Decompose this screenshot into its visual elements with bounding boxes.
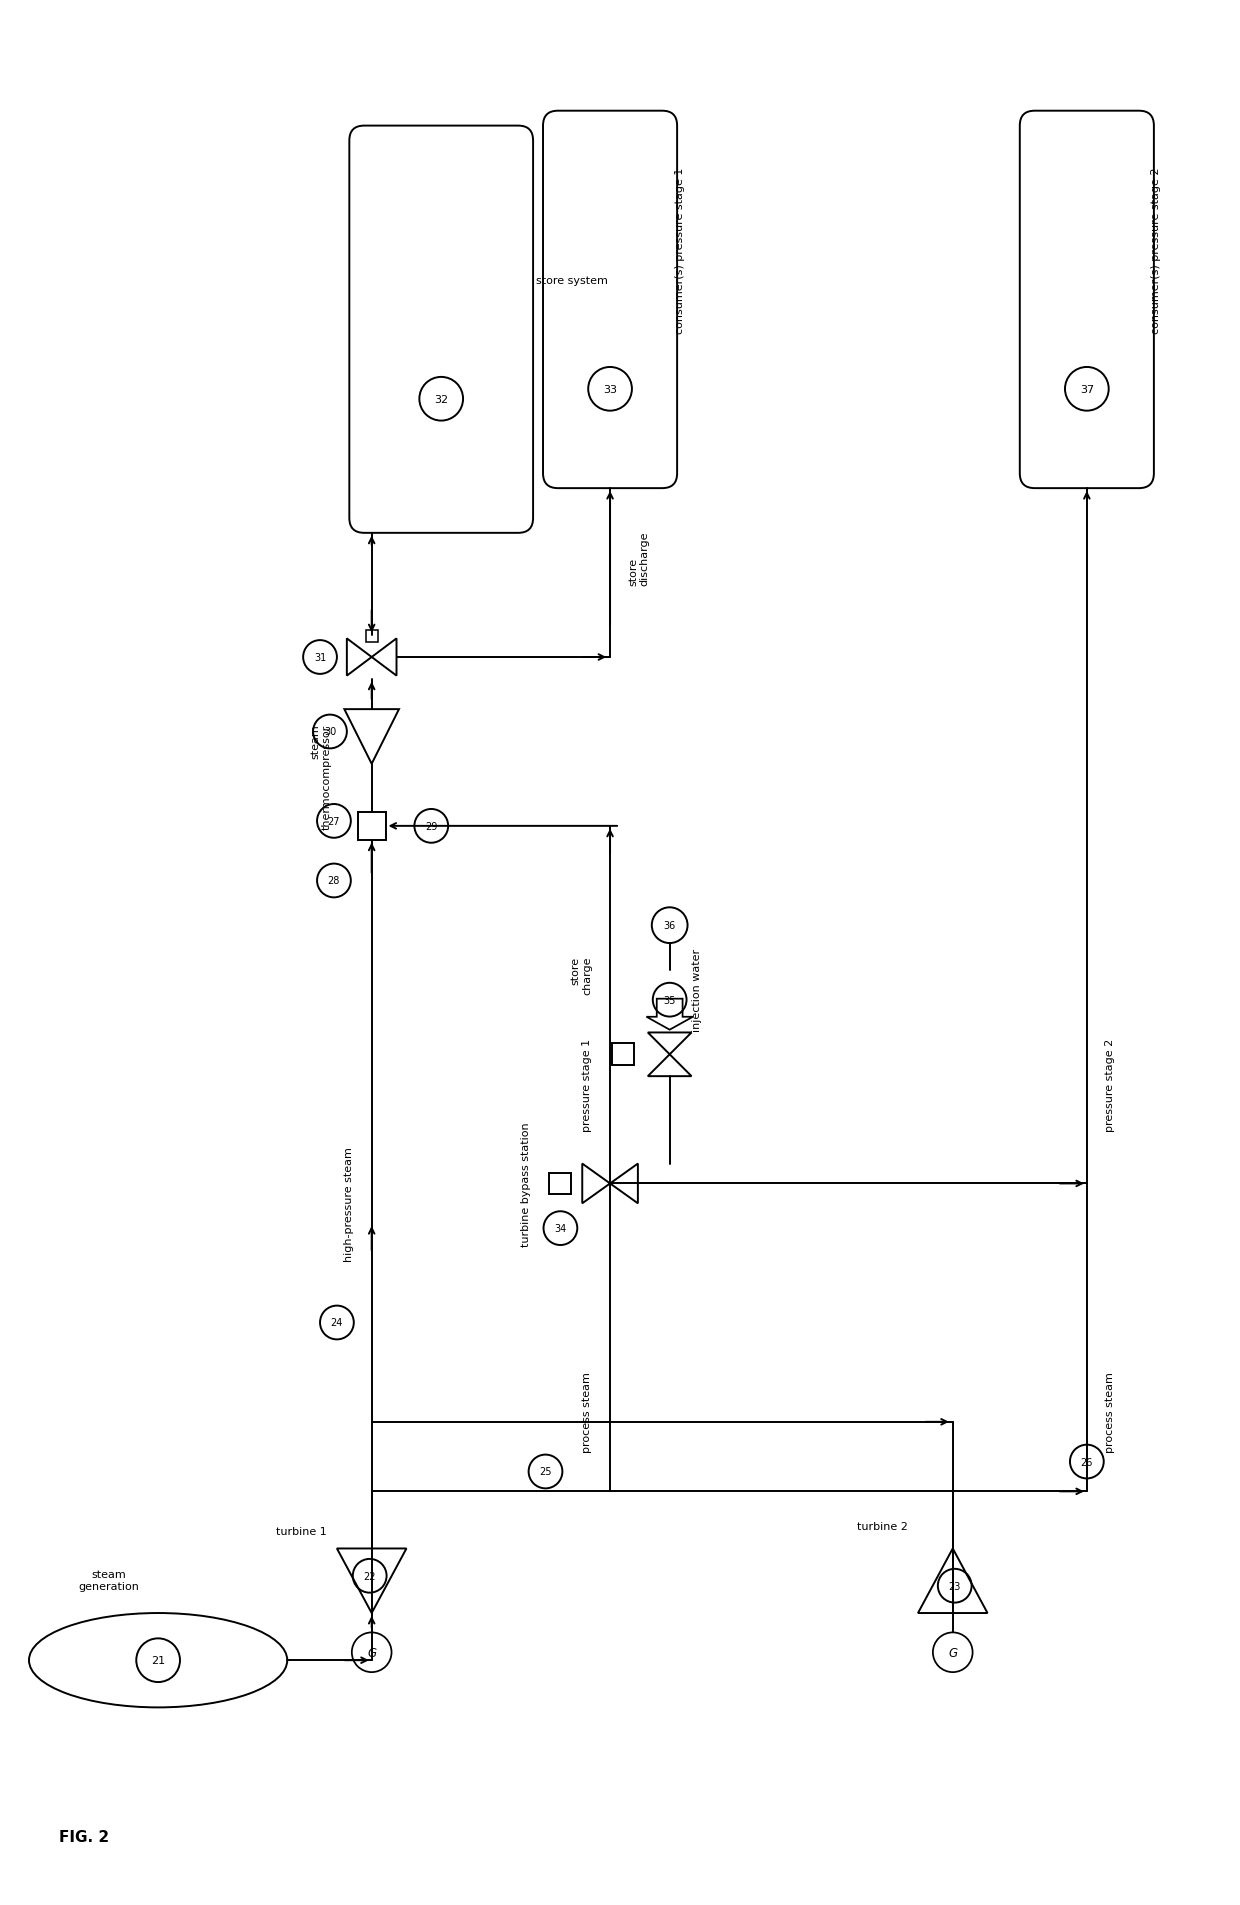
Bar xyxy=(613,1044,634,1065)
Text: 34: 34 xyxy=(554,1223,567,1233)
Text: turbine 1: turbine 1 xyxy=(277,1526,327,1535)
Polygon shape xyxy=(646,998,693,1031)
Text: injection water: injection water xyxy=(692,949,702,1033)
Text: consumer(s) pressure stage 1: consumer(s) pressure stage 1 xyxy=(675,168,684,333)
Text: 23: 23 xyxy=(949,1581,961,1591)
Text: 31: 31 xyxy=(314,653,326,663)
Text: 28: 28 xyxy=(327,876,340,886)
Text: G: G xyxy=(367,1646,376,1659)
Text: store
discharge: store discharge xyxy=(627,531,650,585)
Text: 35: 35 xyxy=(663,994,676,1006)
Text: store
charge: store charge xyxy=(570,956,593,994)
Text: turbine 2: turbine 2 xyxy=(857,1522,908,1532)
Text: FIG. 2: FIG. 2 xyxy=(58,1829,109,1844)
Bar xyxy=(366,631,378,642)
Text: 30: 30 xyxy=(324,728,336,737)
Text: turbine bypass station: turbine bypass station xyxy=(521,1122,531,1246)
Text: G: G xyxy=(949,1646,957,1659)
Text: 26: 26 xyxy=(1080,1457,1092,1467)
Text: store system: store system xyxy=(536,276,608,286)
Text: steam
generation: steam generation xyxy=(78,1570,139,1591)
Text: 24: 24 xyxy=(331,1318,343,1328)
Text: 37: 37 xyxy=(1080,385,1094,394)
Text: pressure stage 1: pressure stage 1 xyxy=(583,1038,593,1132)
Text: pressure stage 2: pressure stage 2 xyxy=(1105,1038,1115,1132)
Bar xyxy=(549,1173,572,1194)
Text: 36: 36 xyxy=(663,920,676,932)
Bar xyxy=(358,813,386,840)
Text: steam
thermocompressor: steam thermocompressor xyxy=(310,724,332,829)
Text: 22: 22 xyxy=(363,1572,376,1581)
Text: 29: 29 xyxy=(425,821,438,831)
Text: consumer(s) pressure stage 2: consumer(s) pressure stage 2 xyxy=(1152,168,1162,333)
Text: 33: 33 xyxy=(603,385,618,394)
Text: 21: 21 xyxy=(151,1655,165,1665)
Text: 27: 27 xyxy=(327,817,340,827)
Text: 25: 25 xyxy=(539,1467,552,1476)
Text: high-pressure steam: high-pressure steam xyxy=(343,1147,353,1261)
Text: process steam: process steam xyxy=(583,1372,593,1454)
Text: 32: 32 xyxy=(434,394,449,404)
Text: process steam: process steam xyxy=(1105,1372,1115,1454)
